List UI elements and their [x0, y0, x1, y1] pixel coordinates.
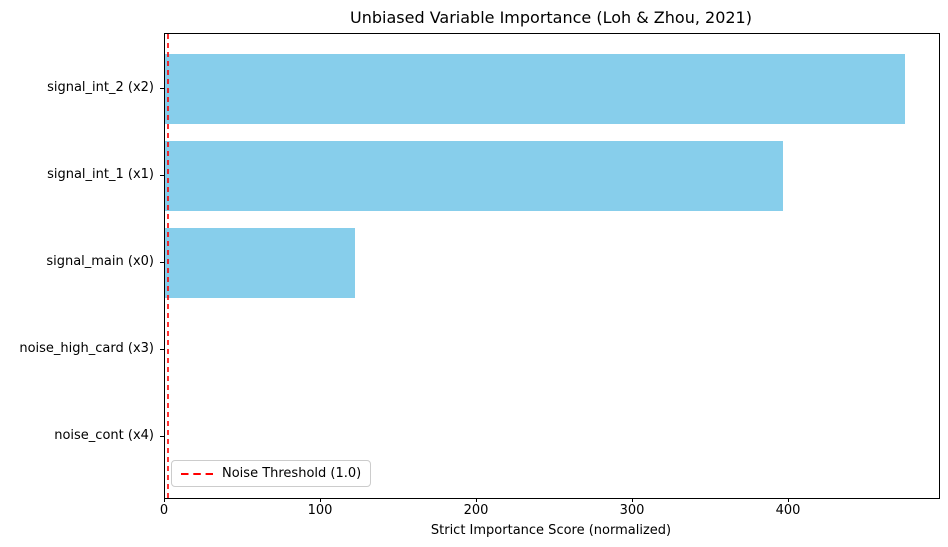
x-tick-label: 300 [619, 503, 645, 518]
y-tick-label: noise_cont (x4) [54, 428, 154, 443]
y-tick-label: signal_int_2 (x2) [47, 80, 154, 95]
x-axis-label: Strict Importance Score (normalized) [430, 523, 672, 538]
x-tick-label: 100 [307, 503, 333, 518]
x-tick-mark [788, 498, 789, 502]
y-tick-mark [160, 88, 164, 89]
y-tick-mark [160, 262, 164, 263]
x-tick-mark [632, 498, 633, 502]
noise-threshold-line [166, 34, 169, 498]
y-tick-label: signal_int_1 (x1) [47, 167, 154, 182]
plot-area: Noise Threshold (1.0) [164, 33, 940, 499]
x-tick-mark [320, 498, 321, 502]
bar [165, 54, 905, 124]
y-tick-label: signal_main (x0) [46, 254, 154, 269]
y-tick-mark [160, 175, 164, 176]
y-tick-label: noise_high_card (x3) [19, 341, 154, 356]
y-tick-mark [160, 436, 164, 437]
x-tick-mark [476, 498, 477, 502]
chart-title: Unbiased Variable Importance (Loh & Zhou… [350, 8, 752, 27]
legend: Noise Threshold (1.0) [171, 460, 372, 487]
dashed-line-sample [181, 472, 213, 475]
bar [165, 141, 783, 211]
y-tick-mark [160, 349, 164, 350]
legend-label: Noise Threshold (1.0) [222, 466, 362, 481]
bar [165, 228, 355, 298]
x-tick-label: 200 [463, 503, 489, 518]
x-tick-mark [164, 498, 165, 502]
x-tick-label: 400 [775, 503, 801, 518]
x-tick-label: 0 [159, 503, 169, 518]
